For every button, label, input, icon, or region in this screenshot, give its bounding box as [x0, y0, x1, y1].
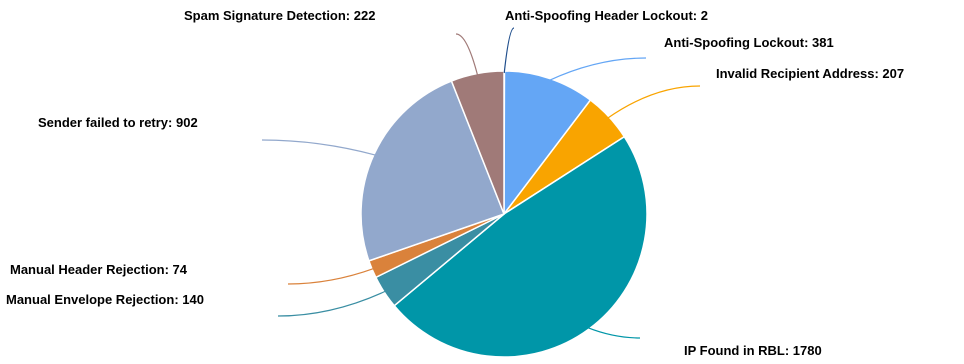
leader-line-anti-spoofing-lockout	[548, 57, 647, 81]
label-spam-signature-detection: Spam Signature Detection: 222	[184, 8, 375, 23]
leader-line-invalid-recipient-address	[607, 85, 701, 119]
leader-line-ip-found-in-rbl	[587, 327, 641, 339]
leader-line-spam-signature-detection	[455, 33, 479, 76]
label-anti-spoofing-lockout: Anti-Spoofing Lockout: 381	[664, 35, 834, 50]
slice-ip-found-in-rbl	[393, 135, 648, 358]
leader-line-sender-failed-to-retry	[261, 139, 377, 156]
slice-labels: Anti-Spoofing Header Lockout: 2 Anti-Spo…	[6, 8, 904, 358]
label-anti-spoofing-header-lockout: Anti-Spoofing Header Lockout: 2	[505, 8, 708, 23]
pie-slices	[360, 70, 648, 358]
leader-line-anti-spoofing-header-lockout	[503, 27, 515, 74]
label-invalid-recipient-address: Invalid Recipient Address: 207	[716, 66, 904, 81]
leader-lines	[261, 27, 701, 339]
slice-anti-spoofing-lockout	[503, 70, 592, 217]
leader-line-manual-envelope-rejection	[277, 290, 387, 317]
label-manual-envelope-rejection: Manual Envelope Rejection: 140	[6, 292, 204, 307]
leader-line-manual-header-rejection	[287, 267, 375, 285]
label-ip-found-in-rbl: IP Found in RBL: 1780	[684, 343, 822, 358]
label-sender-failed-to-retry: Sender failed to retry: 902	[38, 115, 198, 130]
label-manual-header-rejection: Manual Header Rejection: 74	[10, 262, 188, 277]
